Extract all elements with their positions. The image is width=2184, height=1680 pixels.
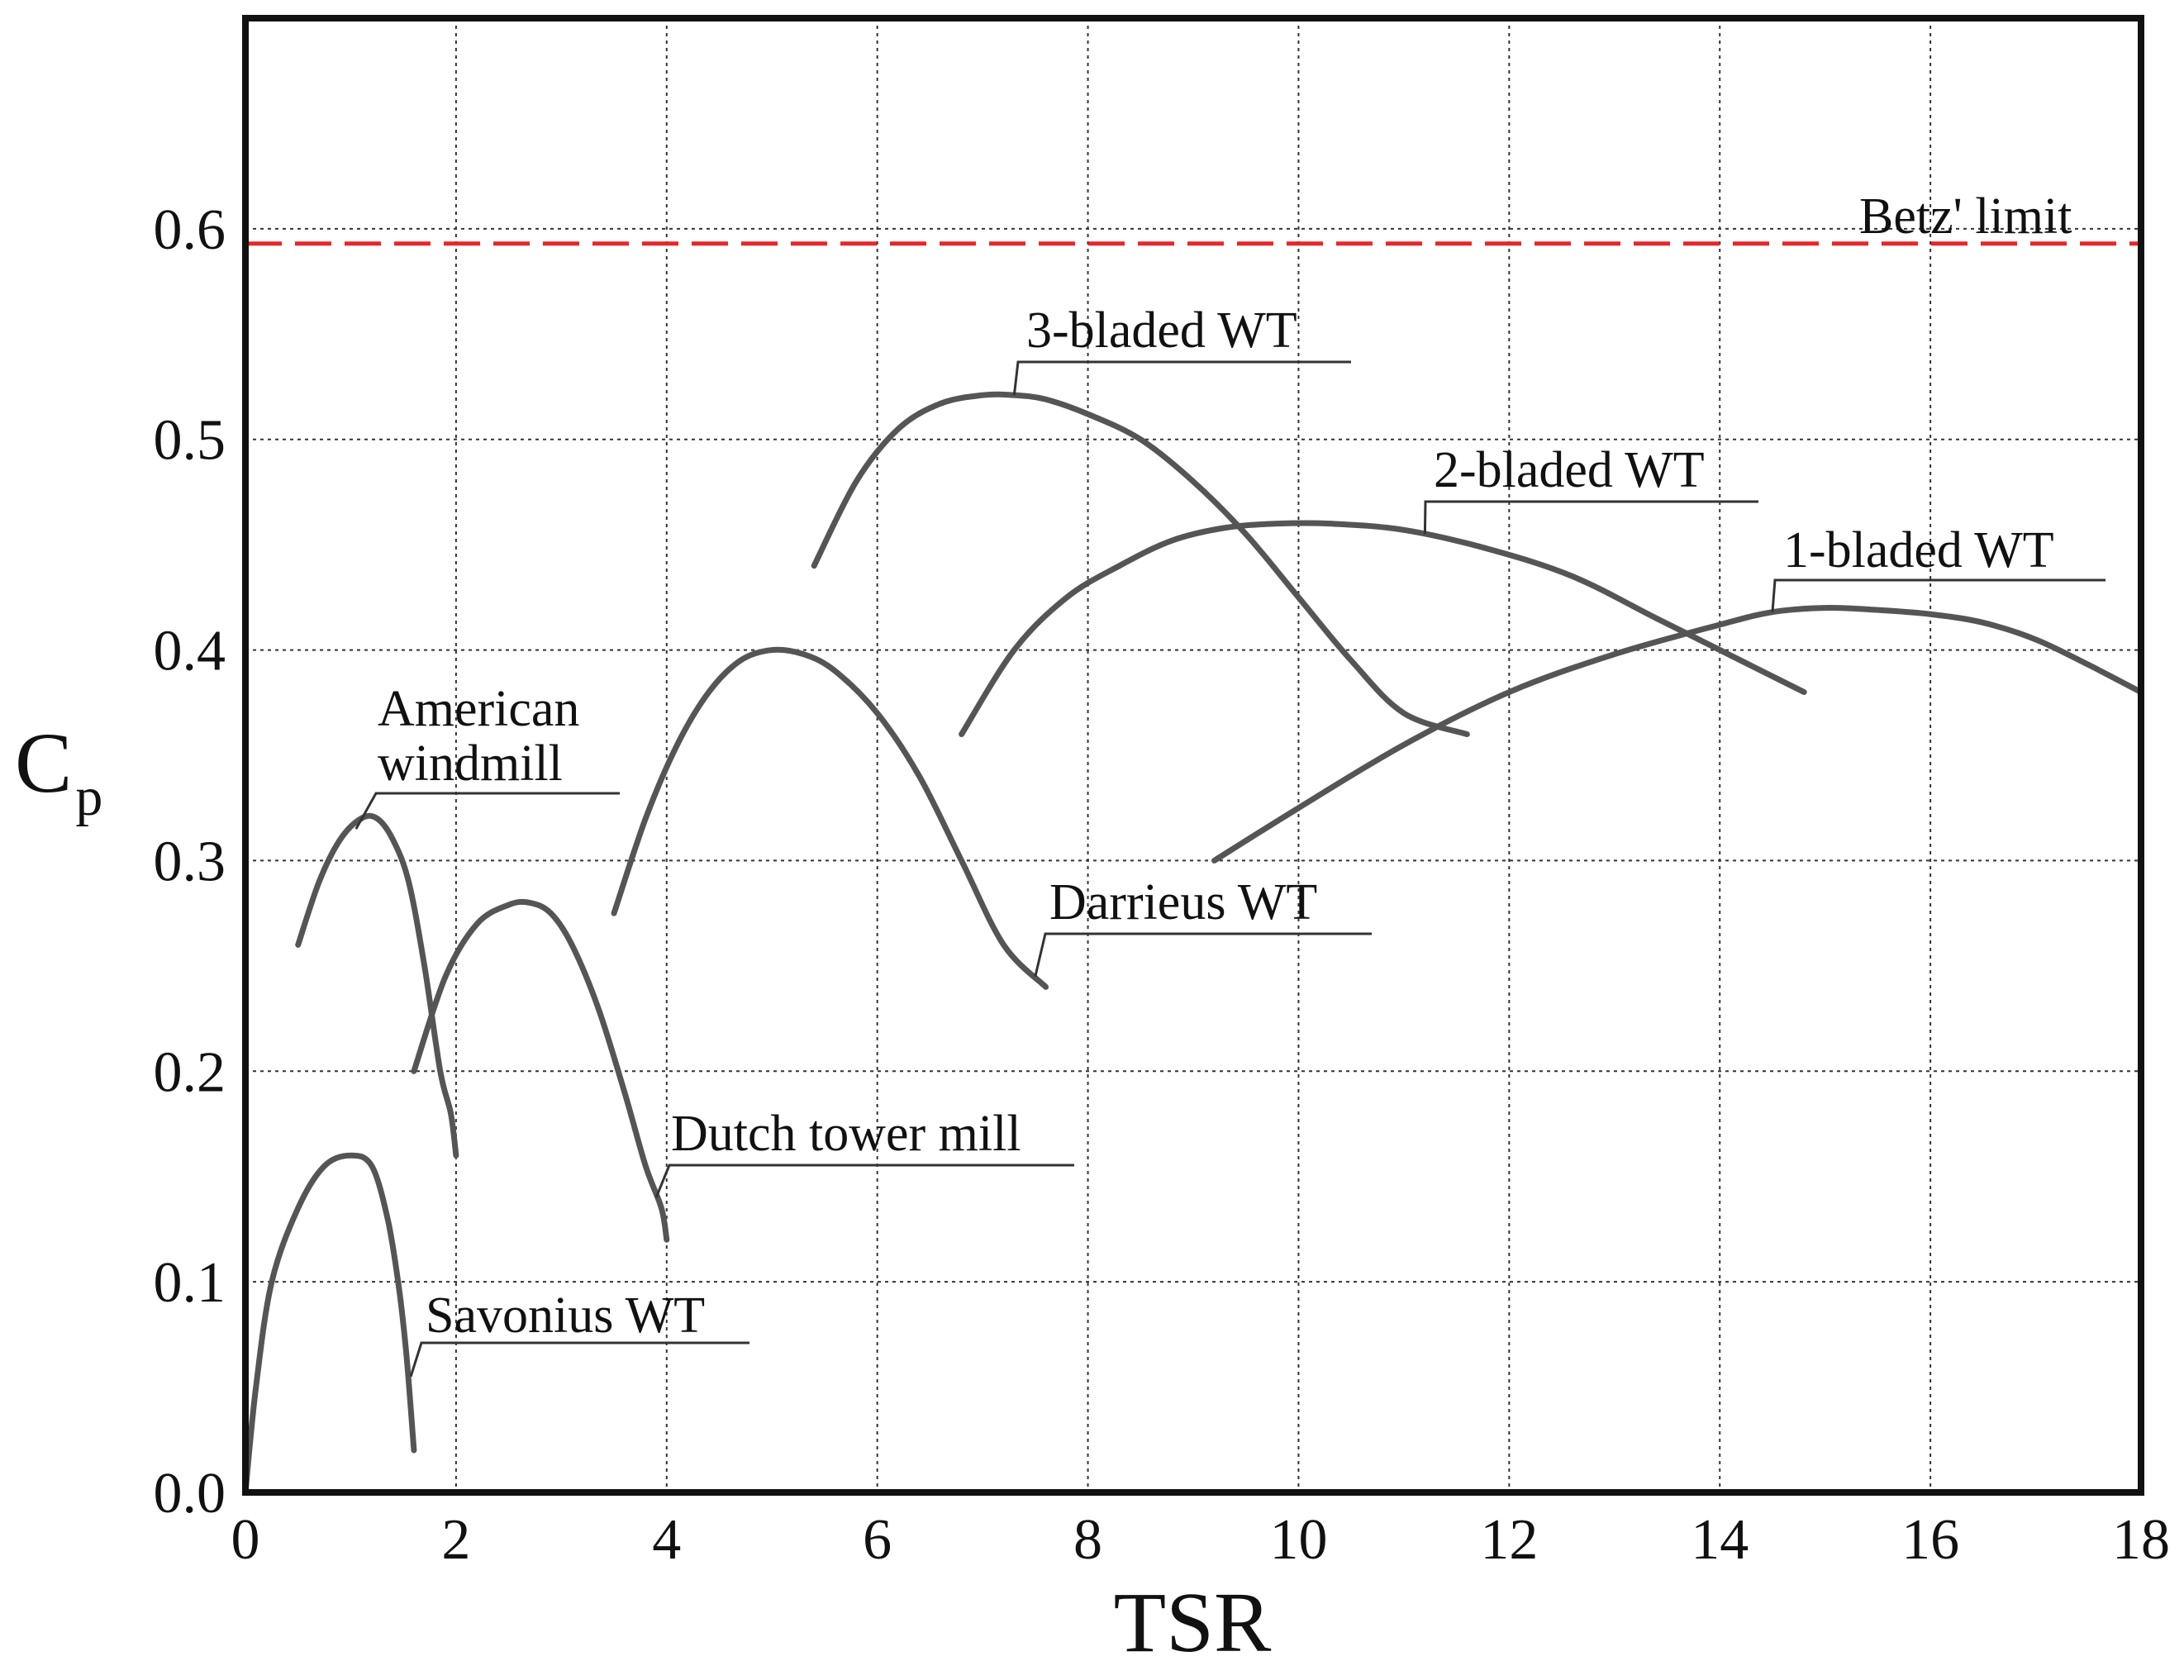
series-line-darrieus-wt <box>611 646 1049 990</box>
x-tick-label: 8 <box>1073 1508 1102 1572</box>
annotation-labels: Betz' limit 3-bladed WT 2-bladed WT 1-blade… <box>378 188 2072 1344</box>
y-tick-label: 0.4 <box>154 620 226 683</box>
leader-line-darrieus-wt <box>1034 932 1372 977</box>
x-tick-label: 12 <box>1480 1508 1538 1572</box>
x-tick-label: 18 <box>2112 1508 2170 1572</box>
annotation-label-betz-limit: Betz' limit <box>1859 188 2072 245</box>
x-axis-ticks: 0 2 4 6 8 10 12 14 16 18 <box>231 1508 2171 1572</box>
y-axis-title-subscript: p <box>75 767 102 827</box>
x-tick-label: 14 <box>1691 1508 1749 1572</box>
leader-line-3-bladed-wt <box>1012 360 1351 396</box>
x-tick-label: 2 <box>441 1508 470 1572</box>
annotation-label-savonius-wt: Savonius WT <box>426 1287 705 1344</box>
y-tick-label: 0.6 <box>154 198 226 262</box>
y-tick-label: 0.1 <box>154 1251 226 1315</box>
series-line-dutch-tower-mill <box>411 898 670 1243</box>
series-line-savonius-wt <box>242 1152 417 1496</box>
annotation-label-darrieus-wt: Darrieus WT <box>1049 874 1317 930</box>
x-tick-label: 6 <box>863 1508 892 1572</box>
grid <box>245 18 2141 1492</box>
y-tick-label: 0.3 <box>154 830 226 893</box>
x-tick-label: 16 <box>1901 1508 1959 1572</box>
annotation-label-1-bladed-wt: 1-bladed WT <box>1783 522 2054 578</box>
plot-frame <box>242 15 2144 1496</box>
annotation-label-3-bladed-wt: 3-bladed WT <box>1026 302 1297 359</box>
y-tick-label: 0.2 <box>154 1040 226 1104</box>
series-group <box>242 391 2144 1496</box>
annotation-label-dutch-tower-mill: Dutch tower mill <box>671 1106 1021 1162</box>
series-line-american-windmill <box>295 812 459 1159</box>
leader-line-american <box>354 792 620 830</box>
leader-line-1-bladed-wt <box>1771 578 2105 612</box>
x-axis-title: TSR <box>1114 1575 1272 1670</box>
annotation-label-american-line2: windmill <box>378 735 563 792</box>
y-tick-label: 0.0 <box>154 1462 226 1525</box>
leader-line-savonius-wt <box>409 1341 749 1378</box>
leader-line-2-bladed-wt <box>1423 500 1758 535</box>
y-axis-title-main: C <box>15 716 72 811</box>
series-line-3-bladed-wt <box>811 391 1470 738</box>
y-tick-label: 0.5 <box>154 409 226 473</box>
leader-line-dutch-tower-mill <box>654 1164 1074 1198</box>
annotation-label-2-bladed-wt: 2-bladed WT <box>1434 442 1705 498</box>
annotation-label-american: American <box>378 681 579 737</box>
y-axis-title: Cp <box>15 716 102 827</box>
x-tick-label: 10 <box>1269 1508 1327 1572</box>
series-line-2-bladed-wt <box>959 520 1807 738</box>
x-tick-label: 4 <box>652 1508 681 1572</box>
y-axis-ticks: 0.0 0.1 0.2 0.3 0.4 0.5 0.6 <box>154 198 226 1525</box>
x-tick-label: 0 <box>231 1508 260 1572</box>
annotation-leaders <box>354 360 2105 1378</box>
series-line-1-bladed-wt <box>1211 605 2144 864</box>
